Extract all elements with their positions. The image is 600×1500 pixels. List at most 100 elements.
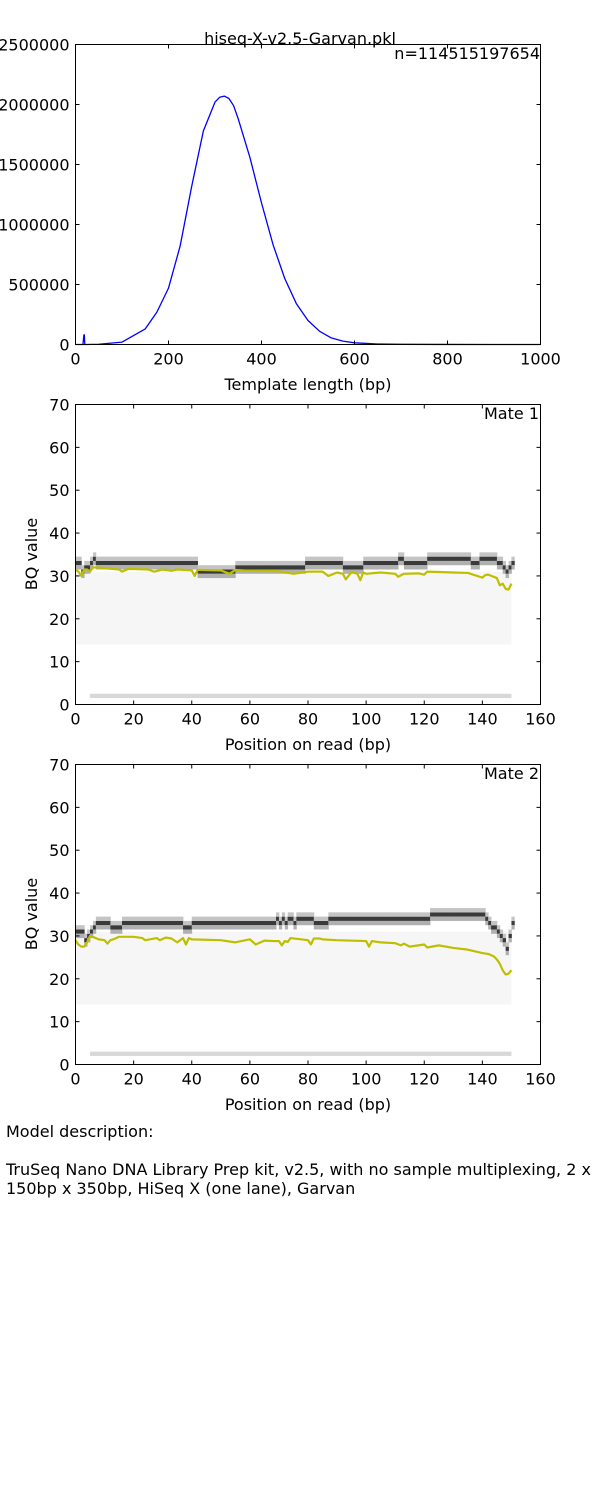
bq-heat-cell [319, 556, 323, 561]
bq-heat-cell [104, 925, 108, 930]
bq-heat-cell [241, 560, 245, 566]
template-length-ticks: 0 200 400 600 800 1000 0 500000 1000000 1500000 20… [0, 36, 561, 369]
bq-heat-cell [409, 556, 414, 561]
bq-heat-cell [302, 920, 306, 926]
bq-heat-cell [177, 565, 181, 570]
bq-heat-cell [450, 556, 454, 561]
bq-heat-cell [255, 920, 259, 926]
bq-heat-cell [386, 560, 390, 566]
bq-heat-cell [177, 916, 181, 921]
bq-heat-cell [130, 916, 135, 921]
bq-heat-cell [470, 560, 475, 566]
bq-heat-cell [488, 560, 492, 566]
x-tick-label: 20 [123, 710, 143, 729]
bq-heat-cell [200, 920, 204, 926]
bq-heat-cell [261, 916, 265, 921]
bq-heat-cell [450, 552, 454, 557]
bq-heat-cell [331, 912, 335, 917]
bq-heat-cell [246, 920, 251, 926]
bq-heat-cell [223, 925, 228, 930]
bq-heat-cell [409, 565, 414, 570]
bq-heat-cell [453, 908, 457, 913]
bq-heat-cell [371, 560, 376, 566]
bq-heat-cell [467, 912, 472, 917]
bq-heat-cell [322, 556, 326, 561]
bq-heat-cell [319, 565, 323, 570]
bq-heat-cell [145, 556, 149, 561]
bq-heat-cell [162, 560, 166, 566]
bq-heat-cell [226, 925, 230, 930]
bq-heat-cell [148, 565, 152, 570]
bq-heat-cell [485, 912, 489, 917]
bq-heat-cell [165, 925, 169, 930]
bq-heat-cell [84, 933, 88, 939]
bq-heat-cell [153, 925, 158, 930]
bq-heat-cell [110, 560, 114, 566]
bq-heat-cell [313, 556, 318, 561]
bq-heat-cell [78, 925, 82, 930]
bq-heat-cell [299, 912, 303, 917]
count-annotation: n=114515197654 [394, 44, 540, 63]
bq-heat-cell [133, 565, 137, 570]
mate1-mean-line-group [74, 566, 513, 591]
bq-heat-cell [78, 933, 82, 939]
bq-heat-cell [511, 916, 515, 921]
bq-heat-cell [354, 916, 358, 921]
bq-heat-cell [511, 565, 515, 570]
bq-heat-cell [308, 920, 312, 926]
bq-heat-cell [380, 920, 384, 926]
figure-title: hiseq-X-v2.5-Garvan.pkl [204, 29, 396, 48]
bq-heat-cell [473, 912, 477, 917]
bq-heat-cell [357, 916, 361, 921]
bq-heat-cell [278, 565, 283, 570]
bq-heat-cell [444, 908, 448, 913]
bq-heat-cell [267, 920, 271, 926]
bq-heat-cell [328, 916, 332, 921]
bq-heat-cell [209, 916, 213, 921]
bq-heat-cell [104, 556, 108, 561]
bq-heat-cell [246, 916, 251, 921]
bq-heat-cell [252, 916, 257, 921]
bq-heat-cell [98, 556, 103, 561]
bq-heat-cell [75, 925, 79, 930]
y-tick-label: 20 [49, 970, 69, 989]
bq-heat-cell [212, 565, 216, 570]
bq-heat-cell [348, 912, 352, 917]
bq-heat-cell [412, 560, 416, 566]
bq-heat-cell [328, 560, 332, 566]
bq-heat-cell [508, 565, 512, 570]
bq-background-spread [75, 571, 512, 645]
bq-heat-cell [92, 925, 97, 930]
bq-heat-cell [276, 912, 280, 917]
bq-heat-cell [122, 556, 126, 561]
x-tick-label: 800 [432, 350, 463, 369]
bq-heat-cell [310, 556, 315, 561]
bq-heat-cell [235, 916, 239, 921]
bq-heat-cell [302, 916, 306, 921]
bq-heat-cell [142, 920, 146, 926]
bq-heat-cell [151, 560, 155, 566]
bq-heat-cell [136, 565, 140, 570]
bq-heat-cell [165, 916, 169, 921]
x-tick-label: 60 [240, 1070, 260, 1089]
bq-heat-cell [293, 920, 297, 926]
bq-heat-cell [276, 916, 280, 921]
bq-heat-cell [313, 916, 318, 921]
x-tick-label: 40 [182, 710, 202, 729]
bq-heat-cell [255, 925, 259, 930]
y-tick-label: 0 [59, 336, 69, 355]
bq-heat-cell [119, 565, 123, 570]
bq-heat-cell [322, 925, 326, 930]
bq-heat-cell [383, 920, 387, 926]
bq-heat-cell [339, 556, 344, 561]
bq-heat-cell [168, 925, 172, 930]
mate1-label: Mate 1 [484, 404, 539, 423]
bq-heat-cell [177, 920, 181, 926]
bq-heat-cell [470, 565, 475, 570]
bq-heat-cell [406, 556, 411, 561]
bq-heat-cell [366, 920, 370, 926]
bq-heat-cell [241, 569, 245, 574]
bq-heat-cell [302, 560, 306, 566]
bq-heat-cell [284, 560, 289, 566]
bq-heat-cell [215, 565, 219, 570]
